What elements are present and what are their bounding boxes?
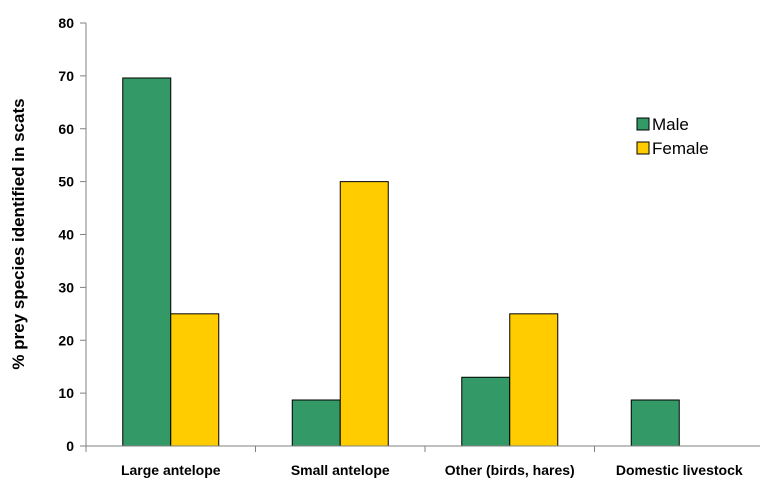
x-axis: Large antelope Small antelope Other (birds…	[85, 445, 760, 478]
legend-label-female: Female	[652, 139, 709, 158]
y-tick-label: 40	[58, 227, 74, 243]
y-tick-label: 60	[58, 121, 74, 137]
bar-female-0	[170, 313, 220, 447]
legend: Male Female	[636, 115, 709, 158]
y-tick-label: 20	[58, 332, 74, 348]
y-tick-label: 0	[66, 438, 74, 454]
x-category-label: Other (birds, hares)	[445, 462, 575, 478]
y-tick-label: 10	[58, 385, 74, 401]
legend-swatch-female	[636, 141, 650, 155]
bar-male-3	[630, 399, 680, 447]
x-category-label: Small antelope	[291, 462, 390, 478]
bar-female-1	[339, 181, 389, 447]
bar-female-2	[509, 313, 559, 447]
y-tick-label: 70	[58, 68, 74, 84]
y-tick-label: 30	[58, 279, 74, 295]
bars	[122, 77, 680, 447]
x-category-label: Large antelope	[121, 462, 221, 478]
bar-male-2	[461, 376, 511, 447]
bar-male-1	[291, 399, 341, 447]
y-axis-title: % prey species identified in scats	[9, 98, 28, 369]
y-axis: 0 10 20 30 40 50 60 70 80	[58, 15, 87, 454]
y-tick-label: 80	[58, 15, 74, 31]
legend-swatch-male	[636, 117, 650, 131]
x-category-label: Domestic livestock	[616, 462, 743, 478]
legend-label-male: Male	[652, 115, 689, 134]
bar-male-0	[122, 77, 172, 447]
y-tick-label: 50	[58, 174, 74, 190]
